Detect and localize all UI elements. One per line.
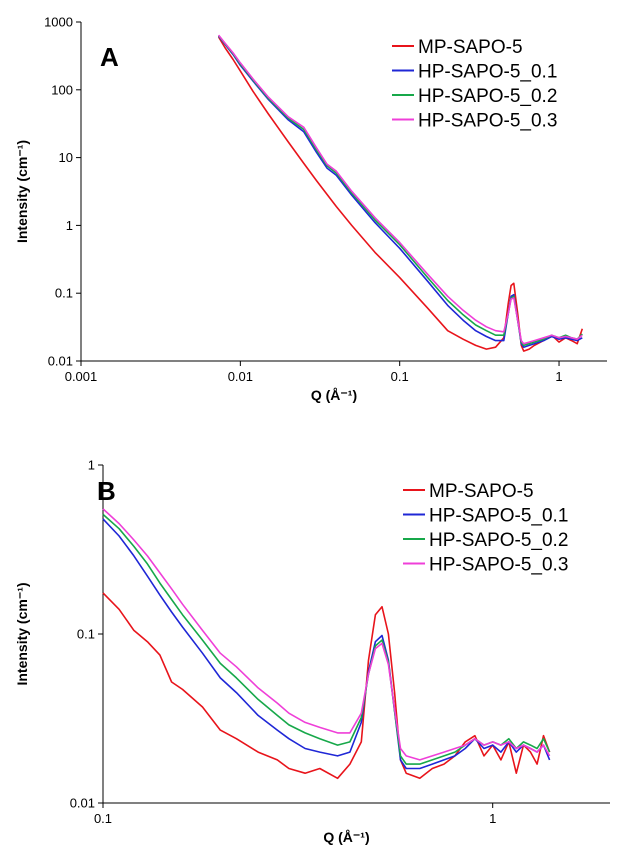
panel-a-y-tick-label: 1: [66, 218, 73, 233]
panel-a-series-hp-sapo-5-0-3: [217, 34, 583, 345]
panel-a-legend-label-mp-sapo-5: MP-SAPO-5: [418, 37, 523, 58]
panel-b-y-tick-label: 0.1: [77, 627, 95, 642]
panel-b-x-tick-label: 0.1: [94, 811, 112, 826]
panel-a-y-tick-label: 0.1: [55, 286, 73, 301]
panel-b-series-hp-sapo-5-0-3: [102, 508, 551, 761]
panel-b-x-tick-label: 1: [489, 811, 496, 826]
panel-a-x-tick-label: 0.01: [228, 369, 253, 384]
panel-b-series-mp-sapo-5: [102, 592, 551, 780]
panel-a-letter: A: [100, 42, 119, 72]
panel-b-x-axis-title: Q (Å⁻¹): [323, 829, 369, 845]
panel-b-y-axis-title: Intensity (cm⁻¹): [14, 582, 30, 685]
panel-a-series-mp-sapo-5: [217, 36, 584, 352]
panel-a-x-axis-title: Q (Å⁻¹): [311, 387, 357, 403]
panel-b-series-hp-sapo-5-0-2: [102, 513, 551, 765]
panel-a-x-tick-label: 0.1: [391, 369, 409, 384]
panel-a-y-tick-label: 1000: [44, 15, 73, 30]
panel-a-y-tick-label: 10: [59, 150, 73, 165]
panel-a-y-tick-label: 100: [51, 82, 73, 97]
panel-a-x-tick-label: 0.001: [65, 369, 98, 384]
panel-a-legend-label-hp-sapo-5-0-2: HP-SAPO-5_0.2: [418, 86, 557, 107]
panel-a-series-hp-sapo-5-0-1: [217, 35, 583, 349]
panel-a-legend-label-hp-sapo-5-0-1: HP-SAPO-5_0.1: [418, 62, 557, 83]
panel-a-series-hp-sapo-5-0-2: [217, 35, 583, 347]
panel-b-legend-label-hp-sapo-5-0-1: HP-SAPO-5_0.1: [429, 506, 568, 527]
panel-b-y-tick-label: 1: [88, 458, 95, 473]
panel-b-legend-label-hp-sapo-5-0-2: HP-SAPO-5_0.2: [429, 530, 568, 551]
panel-a-legend-label-hp-sapo-5-0-3: HP-SAPO-5_0.3: [418, 111, 557, 132]
panel-b-series-hp-sapo-5-0-1: [102, 518, 551, 770]
panel-b-legend-label-mp-sapo-5: MP-SAPO-5: [429, 481, 534, 502]
panel-b-legend-label-hp-sapo-5-0-3: HP-SAPO-5_0.3: [429, 555, 568, 576]
panel-a-y-tick-label: 0.01: [48, 354, 73, 369]
panel-b-y-tick-label: 0.01: [70, 796, 95, 811]
panel-a-y-axis-title: Intensity (cm⁻¹): [14, 140, 30, 243]
panel-a-x-tick-label: 1: [555, 369, 562, 384]
panel-b-letter: B: [97, 476, 116, 506]
panel-b-chart: B 0.1 10.010.11Q (Å⁻¹)Intensity (cm⁻¹)MP-…: [14, 458, 610, 845]
